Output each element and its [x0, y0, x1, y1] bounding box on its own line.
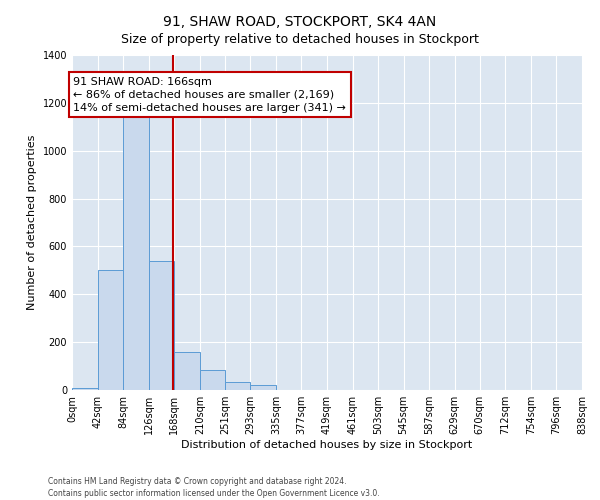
Bar — [174, 352, 200, 390]
Text: Size of property relative to detached houses in Stockport: Size of property relative to detached ho… — [121, 32, 479, 46]
Bar — [123, 115, 149, 390]
Text: 91 SHAW ROAD: 166sqm
← 86% of detached houses are smaller (2,169)
14% of semi-de: 91 SHAW ROAD: 166sqm ← 86% of detached h… — [73, 76, 346, 113]
Text: Contains HM Land Registry data © Crown copyright and database right 2024.
Contai: Contains HM Land Registry data © Crown c… — [48, 476, 380, 498]
X-axis label: Distribution of detached houses by size in Stockport: Distribution of detached houses by size … — [181, 440, 473, 450]
Y-axis label: Number of detached properties: Number of detached properties — [27, 135, 37, 310]
Bar — [200, 370, 225, 390]
Bar — [72, 388, 98, 390]
Bar — [98, 270, 123, 390]
Text: 91, SHAW ROAD, STOCKPORT, SK4 4AN: 91, SHAW ROAD, STOCKPORT, SK4 4AN — [163, 15, 437, 29]
Bar — [225, 382, 250, 390]
Bar — [250, 385, 276, 390]
Bar — [149, 261, 174, 390]
